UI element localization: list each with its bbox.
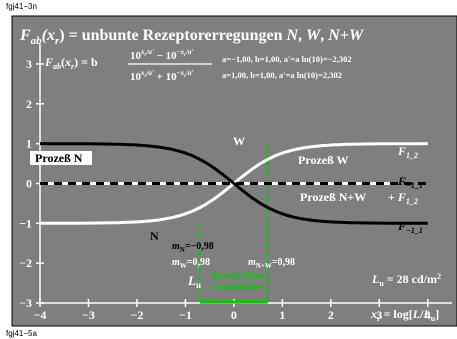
x-tick-label: −1 — [179, 308, 192, 322]
series-n-line — [40, 142, 428, 225]
n-label: N — [150, 229, 159, 243]
formula-lhs: Fab(xr) = b — [44, 55, 98, 71]
y-tick-label: −2 — [19, 256, 32, 270]
x-tick-label: −4 — [34, 308, 47, 322]
luminance-label: Lu = 28 cd/m2 — [371, 272, 441, 288]
prozess-n-box — [30, 151, 92, 165]
x-tick-label: 0 — [231, 308, 237, 322]
figure-id-top: fgj41−3n — [6, 2, 37, 11]
prozess-w-label: Prozeß W — [298, 153, 349, 167]
params-line-2: a=1,00, b=1,00, a'=a ln(10)=2,302 — [222, 70, 342, 80]
bereich-line-2: Leuchtdichte — [213, 282, 264, 292]
params-line-1: a=−1,00, b=1,00, a'=a ln(10)=−2,302 — [222, 54, 352, 64]
chart-border — [11, 15, 457, 327]
chart-panel — [12, 16, 457, 326]
y-tick-label: 3 — [26, 57, 32, 71]
bereich-line-1: Bereich Büro- — [213, 271, 267, 281]
x-tick-label: 3 — [376, 308, 382, 322]
y-tick-label: 2 — [26, 97, 32, 111]
x-tick-label: 2 — [328, 308, 334, 322]
prozess-n-label: Prozeß N — [35, 151, 83, 165]
prozess-nw-label: Prozeß N+W — [300, 190, 366, 204]
x-axis-label: xr = log[L/Lu] — [370, 307, 439, 323]
w-label: W — [233, 134, 245, 148]
y-tick-label: −3 — [19, 296, 32, 310]
mW-label: mW=0,98 — [172, 257, 210, 270]
figure-id-bottom: fgj41−5a — [6, 329, 37, 338]
y-tick-label: 0 — [26, 176, 32, 190]
y-tick-label: −1 — [19, 216, 32, 230]
lu-label: Lu — [187, 273, 201, 290]
curves — [40, 142, 428, 225]
x-tick-label: −2 — [131, 308, 144, 322]
y-tick-label: 1 — [26, 137, 32, 151]
chart-title: Fab(xr) = unbunte Rezeptorerregungen N, … — [19, 27, 365, 47]
green-range — [198, 143, 269, 304]
x-tick-label: 4 — [425, 308, 431, 322]
mN-label: mN=−0,98 — [172, 241, 214, 254]
mNW-label: mN+W=0,98 — [248, 257, 295, 270]
x-tick-label: −3 — [82, 308, 95, 322]
x-tick-label: 1 — [279, 308, 285, 322]
